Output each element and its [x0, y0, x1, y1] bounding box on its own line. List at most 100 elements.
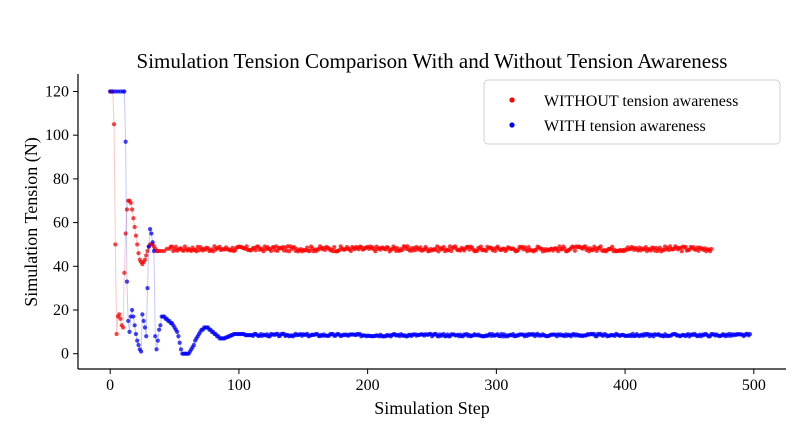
data-point	[441, 244, 446, 250]
y-tick-label: 60	[53, 215, 69, 232]
data-point	[191, 342, 196, 348]
legend-marker	[509, 97, 515, 103]
data-point	[268, 248, 274, 254]
data-point	[253, 248, 258, 253]
data-point	[244, 244, 249, 249]
data-point	[169, 244, 175, 249]
data-point	[305, 245, 310, 250]
data-point	[131, 314, 136, 319]
data-point	[145, 286, 150, 291]
data-point	[610, 244, 615, 249]
data-point	[128, 200, 133, 206]
data-point	[400, 247, 405, 253]
data-point	[117, 312, 122, 317]
data-point	[113, 242, 118, 247]
data-point	[373, 249, 378, 254]
y-tick-label: 100	[45, 127, 69, 144]
data-point	[683, 244, 688, 249]
data-point	[348, 248, 353, 254]
data-point	[449, 248, 454, 254]
data-point	[144, 334, 149, 339]
data-point	[155, 338, 160, 343]
data-point	[138, 349, 144, 354]
data-point	[149, 231, 154, 236]
legend-marker	[509, 122, 515, 128]
data-point	[131, 216, 136, 221]
series-1	[108, 89, 714, 337]
data-point	[140, 312, 145, 317]
data-point	[124, 207, 130, 212]
data-point	[132, 323, 137, 328]
data-point	[173, 244, 178, 249]
chart-title: Simulation Tension Comparison With and W…	[137, 49, 728, 73]
data-point	[144, 253, 149, 258]
data-point	[217, 244, 222, 249]
data-point	[405, 244, 410, 249]
x-tick-label: 100	[227, 377, 251, 394]
legend-label: WITHOUT tension awareness	[544, 93, 738, 110]
legend-box	[483, 79, 781, 145]
data-point	[146, 244, 151, 249]
data-point	[136, 251, 141, 256]
data-point	[123, 231, 128, 236]
data-point	[127, 329, 132, 334]
data-point	[133, 331, 139, 337]
data-point	[598, 244, 603, 249]
data-point	[154, 347, 159, 352]
data-point	[123, 139, 128, 144]
data-point	[418, 245, 423, 250]
data-point	[122, 270, 127, 275]
data-point	[120, 325, 126, 330]
data-point	[133, 233, 139, 238]
data-point	[679, 249, 684, 254]
data-point	[135, 242, 140, 247]
data-point	[126, 318, 131, 324]
data-point	[122, 89, 127, 94]
legend-label: WITH tension awareness	[544, 118, 706, 135]
y-axis-label: Simulation Tension (N)	[21, 137, 42, 306]
data-point	[124, 279, 130, 284]
axes: 0 100 200 300 400 500 0 20 40 60 80 100 120	[45, 74, 786, 394]
data-point	[150, 240, 155, 245]
data-point	[147, 227, 153, 232]
data-point	[478, 244, 484, 249]
x-tick-label: 0	[106, 377, 114, 394]
y-tick-label: 20	[53, 302, 69, 319]
data-point	[177, 340, 182, 345]
y-tick-label: 0	[61, 346, 69, 363]
data-point	[151, 248, 157, 254]
x-tick-label: 200	[356, 377, 380, 394]
data-point	[142, 257, 148, 262]
x-tick-label: 500	[742, 377, 766, 394]
legend: WITHOUT tension awareness WITH tension aw…	[483, 79, 781, 145]
data-point	[175, 329, 180, 334]
data-point	[118, 316, 123, 321]
y-tick-label: 120	[45, 83, 69, 100]
data-point	[572, 248, 577, 253]
data-point	[747, 332, 753, 337]
data-point	[178, 347, 184, 352]
x-tick-label: 300	[484, 377, 508, 394]
data-point	[709, 246, 714, 252]
data-point	[332, 244, 337, 250]
x-axis-label: Simulation Step	[374, 398, 490, 418]
plot-area	[108, 89, 753, 356]
data-point	[158, 323, 163, 328]
x-tick-label: 400	[613, 377, 637, 394]
data-point	[129, 207, 135, 212]
data-point	[114, 331, 119, 337]
data-point	[142, 325, 148, 330]
data-point	[129, 307, 135, 313]
data-point	[135, 338, 140, 343]
y-tick-label: 80	[53, 171, 69, 188]
data-point	[141, 318, 146, 324]
data-point	[111, 122, 117, 127]
data-point	[132, 224, 137, 230]
data-point	[157, 327, 162, 332]
series-2	[108, 89, 753, 356]
data-point	[176, 334, 181, 339]
data-point	[153, 334, 158, 339]
data-point	[136, 342, 141, 348]
data-point	[145, 248, 150, 254]
y-tick-label: 40	[53, 258, 69, 275]
